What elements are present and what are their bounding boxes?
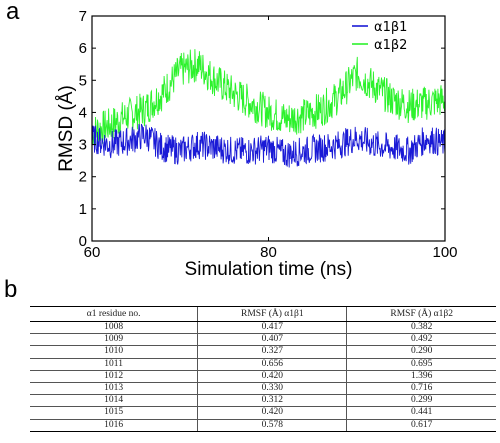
residue-cell: 1011 <box>30 358 198 371</box>
table-row: 1010 0.327 0.290 <box>30 345 496 359</box>
rmsf-a1b2-cell: 0.492 <box>346 333 496 347</box>
ticks-layer: 0 1 2 3 4 5 6 7 60 80 100 <box>79 8 458 261</box>
rmsf-a1b2-cell: 0.441 <box>346 406 496 420</box>
series-line-a1b2 <box>91 49 446 146</box>
residue-cell: 1014 <box>30 394 198 408</box>
rmsf-a1b2-cell: 0.716 <box>346 382 496 396</box>
y-tick-label: 7 <box>79 8 87 25</box>
residue-cell: 1013 <box>30 382 198 396</box>
x-tick-label: 100 <box>432 244 457 261</box>
table-row: 1016 0.578 0.617 <box>30 419 496 432</box>
y-tick-label: 2 <box>79 169 87 186</box>
table-row: 1009 0.407 0.492 <box>30 333 496 347</box>
rmsf-a1b2-cell: 0.290 <box>346 345 496 359</box>
rmsf-a1b1-cell: 0.420 <box>197 370 347 383</box>
rmsf-a1b2-cell: 0.299 <box>346 394 496 408</box>
legend-label-a1b1: α1β1 <box>374 20 407 35</box>
table-row: 1008 0.417 0.382 <box>30 321 496 335</box>
table-row: 1014 0.312 0.299 <box>30 394 496 408</box>
series-line-a1b1 <box>91 123 446 168</box>
rmsd-chart: 0 1 2 3 4 5 6 7 60 80 100 Simulation time (ns) RMS… <box>56 8 458 280</box>
table-row: 1015 0.420 0.441 <box>30 406 496 420</box>
rmsf-a1b1-cell: 0.578 <box>197 419 347 432</box>
rmsf-a1b1-cell: 0.417 <box>197 321 347 335</box>
header-rmsf-a1b1: RMSF (Å) α1β1 <box>197 306 347 322</box>
rmsf-a1b2-cell: 0.382 <box>346 321 496 335</box>
rmsf-a1b1-cell: 0.420 <box>197 406 347 420</box>
header-residue: α1 residue no. <box>30 306 198 322</box>
x-tick-label: 60 <box>84 244 101 261</box>
x-tick-label: 80 <box>260 244 277 261</box>
y-axis-title: RMSD (Å) <box>56 85 77 172</box>
panel-label-b: b <box>4 276 18 303</box>
panel-label-a: a <box>6 0 20 25</box>
residue-cell: 1009 <box>30 333 198 347</box>
rmsf-a1b1-cell: 0.407 <box>197 333 347 347</box>
rmsf-a1b1-cell: 0.327 <box>197 345 347 359</box>
y-tick-label: 0 <box>79 233 87 250</box>
y-tick-label: 6 <box>79 40 87 57</box>
table-header-row: α1 residue no. RMSF (Å) α1β1 RMSF (Å) α1… <box>30 306 496 322</box>
legend-label-a1b2: α1β2 <box>374 38 407 53</box>
table-row: 1012 0.420 1.396 <box>30 370 496 383</box>
residue-cell: 1008 <box>30 321 198 335</box>
rmsf-a1b2-cell: 0.617 <box>346 419 496 432</box>
y-tick-label: 1 <box>79 201 87 218</box>
rmsf-table: α1 residue no. RMSF (Å) α1β1 RMSF (Å) α1… <box>30 306 496 432</box>
rmsf-a1b2-cell: 1.396 <box>346 370 496 383</box>
y-tick-label: 5 <box>79 72 87 89</box>
residue-cell: 1016 <box>30 419 198 432</box>
rmsf-a1b2-cell: 0.695 <box>346 358 496 371</box>
rmsf-a1b1-cell: 0.330 <box>197 382 347 396</box>
table-row: 1011 0.656 0.695 <box>30 358 496 371</box>
y-tick-label: 4 <box>79 104 87 121</box>
table-row: 1013 0.330 0.716 <box>30 382 496 396</box>
x-axis-title: Simulation time (ns) <box>185 259 353 280</box>
header-rmsf-a1b2: RMSF (Å) α1β2 <box>346 306 496 322</box>
rmsf-a1b1-cell: 0.312 <box>197 394 347 408</box>
residue-cell: 1015 <box>30 406 198 420</box>
residue-cell: 1012 <box>30 370 198 383</box>
series-layer <box>91 49 446 168</box>
legend: α1β1 α1β2 <box>352 20 407 53</box>
y-tick-label: 3 <box>79 137 87 154</box>
residue-cell: 1010 <box>30 345 198 359</box>
rmsf-a1b1-cell: 0.656 <box>197 358 347 371</box>
